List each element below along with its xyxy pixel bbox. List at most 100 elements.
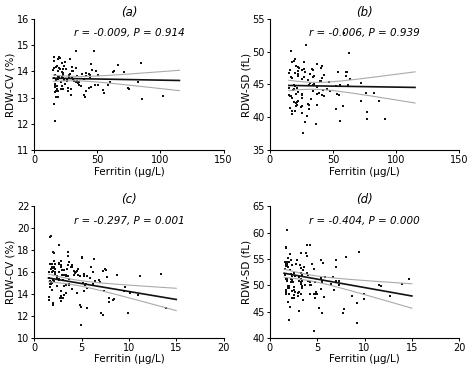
Point (64, 249, 72, 255)
Point (56, 66, 64, 72)
Point (293, 99, 301, 105)
Point (73, 73, 81, 79)
Point (295, 278, 302, 283)
Point (329, 274, 337, 280)
Point (306, 71, 314, 77)
Point (298, 265, 305, 271)
Point (313, 291, 321, 297)
Point (52, 88, 60, 94)
Point (353, 320, 360, 326)
Point (293, 257, 301, 263)
Point (73, 78, 81, 84)
Point (298, 104, 306, 110)
Point (300, 297, 307, 303)
Point (310, 291, 318, 297)
Point (85, 71, 92, 77)
Point (283, 260, 291, 266)
Point (83, 285, 91, 291)
Point (58, 272, 65, 278)
Point (328, 281, 335, 287)
Point (286, 67, 294, 73)
Point (287, 93, 295, 99)
Point (325, 79, 333, 85)
Point (62, 272, 70, 278)
Point (57, 55, 64, 61)
Point (81, 92, 88, 98)
Point (340, 30, 347, 36)
Point (55, 65, 63, 71)
Point (309, 74, 316, 80)
Point (57, 265, 64, 270)
Point (298, 278, 306, 284)
Point (64, 78, 71, 84)
Point (55, 94, 62, 100)
Point (54, 274, 61, 280)
Point (59, 72, 67, 78)
Point (58, 74, 66, 80)
Title: (a): (a) (121, 6, 137, 18)
Point (323, 86, 330, 92)
Point (109, 70, 117, 75)
Point (46, 282, 54, 287)
Point (114, 272, 121, 278)
Point (52, 271, 59, 277)
Point (284, 276, 292, 282)
Point (291, 56, 299, 61)
Point (292, 84, 299, 90)
Point (288, 272, 296, 278)
Point (62, 67, 70, 73)
Point (61, 81, 69, 87)
Point (100, 87, 107, 93)
Point (315, 305, 323, 311)
Point (120, 288, 128, 294)
Point (134, 292, 142, 298)
Point (55, 56, 62, 62)
Point (330, 287, 337, 293)
Point (301, 265, 308, 270)
Point (110, 68, 118, 74)
Point (73, 290, 81, 296)
Point (310, 73, 318, 78)
Point (312, 121, 319, 127)
Point (308, 96, 315, 102)
Point (53, 86, 61, 92)
Point (285, 85, 293, 91)
Point (301, 119, 309, 125)
Point (54, 68, 62, 74)
Point (55, 261, 63, 267)
Point (53, 276, 61, 282)
Point (288, 295, 296, 301)
Point (299, 67, 306, 73)
Point (94, 82, 102, 88)
Point (326, 88, 334, 94)
Point (318, 278, 326, 283)
Point (315, 91, 323, 97)
Point (297, 276, 304, 282)
Point (332, 106, 339, 112)
Point (320, 295, 328, 300)
Point (286, 317, 293, 323)
Point (60, 292, 68, 298)
Point (284, 264, 292, 270)
Point (317, 78, 325, 84)
Point (58, 267, 66, 273)
Point (100, 289, 108, 295)
Point (55, 260, 63, 266)
Point (135, 80, 142, 85)
Point (288, 276, 295, 282)
Point (337, 82, 344, 88)
Point (319, 87, 327, 93)
Point (51, 83, 59, 89)
Point (318, 279, 326, 285)
Point (286, 251, 294, 257)
Point (358, 98, 365, 104)
Point (53, 273, 61, 279)
Point (320, 93, 328, 99)
Point (309, 83, 317, 88)
Point (291, 70, 299, 76)
Point (298, 91, 306, 97)
Point (289, 277, 296, 283)
Point (332, 83, 340, 89)
Text: r = -0.006, P = 0.939: r = -0.006, P = 0.939 (309, 28, 420, 38)
Point (283, 287, 290, 293)
